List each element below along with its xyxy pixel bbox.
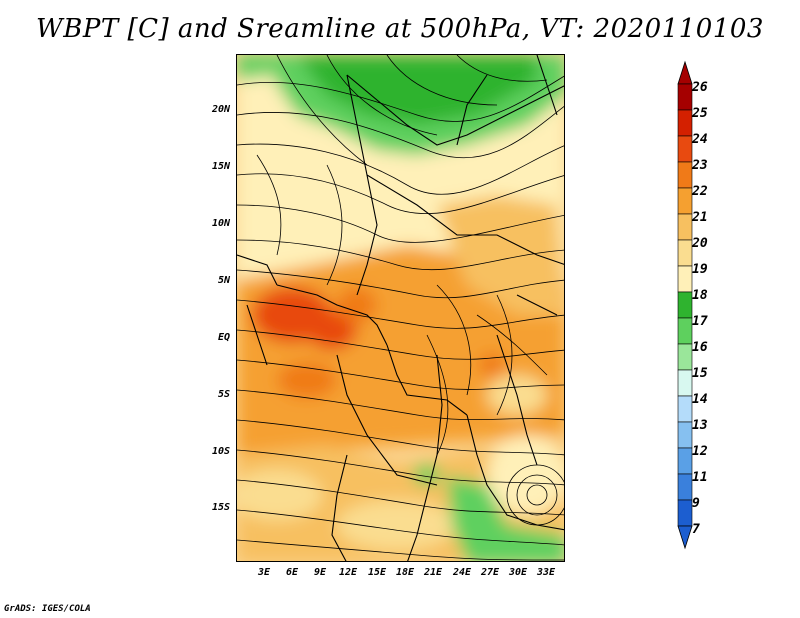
colorbar-label: 26	[692, 80, 708, 95]
lon-tick-label: 9E	[313, 567, 327, 578]
colorbar-segment	[677, 317, 693, 345]
colorbar-label: 12	[692, 444, 708, 459]
map-title: WBPT [C] and Sreamline at 500hPa, VT: 20…	[36, 14, 764, 44]
colorbar-segment	[677, 421, 693, 449]
colorbar-segment	[677, 83, 693, 111]
lon-tick-label: 30E	[508, 567, 528, 578]
lat-tick-label: 5S	[217, 389, 230, 400]
colorbar-label: 14	[692, 392, 708, 407]
colorbar-label: 9	[692, 496, 700, 511]
colorbar-label: 25	[692, 106, 708, 121]
colorbar-segment	[677, 187, 693, 215]
colorbar-segment	[677, 499, 693, 527]
colorbar-segment	[677, 213, 693, 241]
map-panel	[236, 54, 565, 562]
lat-tick-label: 10S	[211, 446, 230, 457]
lat-tick-label: 15S	[211, 502, 230, 513]
colorbar-label: 11	[692, 470, 708, 485]
country-borders	[237, 55, 564, 561]
colorbar-label: 24	[692, 132, 708, 147]
colorbar-segment	[677, 265, 693, 293]
colorbar-label: 13	[692, 418, 708, 433]
colorbar-label: 21	[692, 210, 708, 225]
colorbar	[677, 60, 693, 550]
map-canvas	[237, 55, 564, 561]
lon-tick-label: 21E	[423, 567, 443, 578]
colorbar-top-arrow	[677, 60, 693, 85]
colorbar-label: 18	[692, 288, 708, 303]
colorbar-segment	[677, 343, 693, 371]
colorbar-segment	[677, 109, 693, 137]
lon-tick-label: 33E	[536, 567, 556, 578]
colorbar-label: 20	[692, 236, 708, 251]
colorbar-label: 19	[692, 262, 708, 277]
colorbar-label: 7	[692, 522, 700, 537]
credit-text: GrADS: IGES/COLA	[4, 604, 91, 614]
colorbar-label: 15	[692, 366, 708, 381]
streamlines	[237, 55, 564, 561]
colorbar-bottom-arrow	[677, 525, 693, 550]
colorbar-segment	[677, 473, 693, 501]
colorbar-segment	[677, 395, 693, 423]
colorbar-label: 17	[692, 314, 708, 329]
colorbar-segment	[677, 239, 693, 267]
lon-tick-label: 3E	[257, 567, 271, 578]
colorbar-label: 16	[692, 340, 708, 355]
lon-tick-label: 27E	[480, 567, 500, 578]
colorbar-segment	[677, 135, 693, 163]
colorbar-label: 23	[692, 158, 708, 173]
colorbar-segment	[677, 447, 693, 475]
lon-tick-label: 6E	[285, 567, 299, 578]
colorbar-segment	[677, 369, 693, 397]
lat-tick-label: 15N	[211, 161, 230, 172]
lat-tick-label: 5N	[217, 275, 230, 286]
lon-tick-label: 15E	[367, 567, 387, 578]
colorbar-segment	[677, 291, 693, 319]
colorbar-segment	[677, 161, 693, 189]
lon-tick-label: 12E	[338, 567, 358, 578]
lon-tick-label: 24E	[452, 567, 472, 578]
lat-tick-label: EQ	[217, 332, 230, 343]
lon-tick-label: 18E	[395, 567, 415, 578]
colorbar-label: 22	[692, 184, 708, 199]
temperature-field	[237, 55, 564, 561]
lat-tick-label: 20N	[211, 104, 230, 115]
lat-tick-label: 10N	[211, 218, 230, 229]
